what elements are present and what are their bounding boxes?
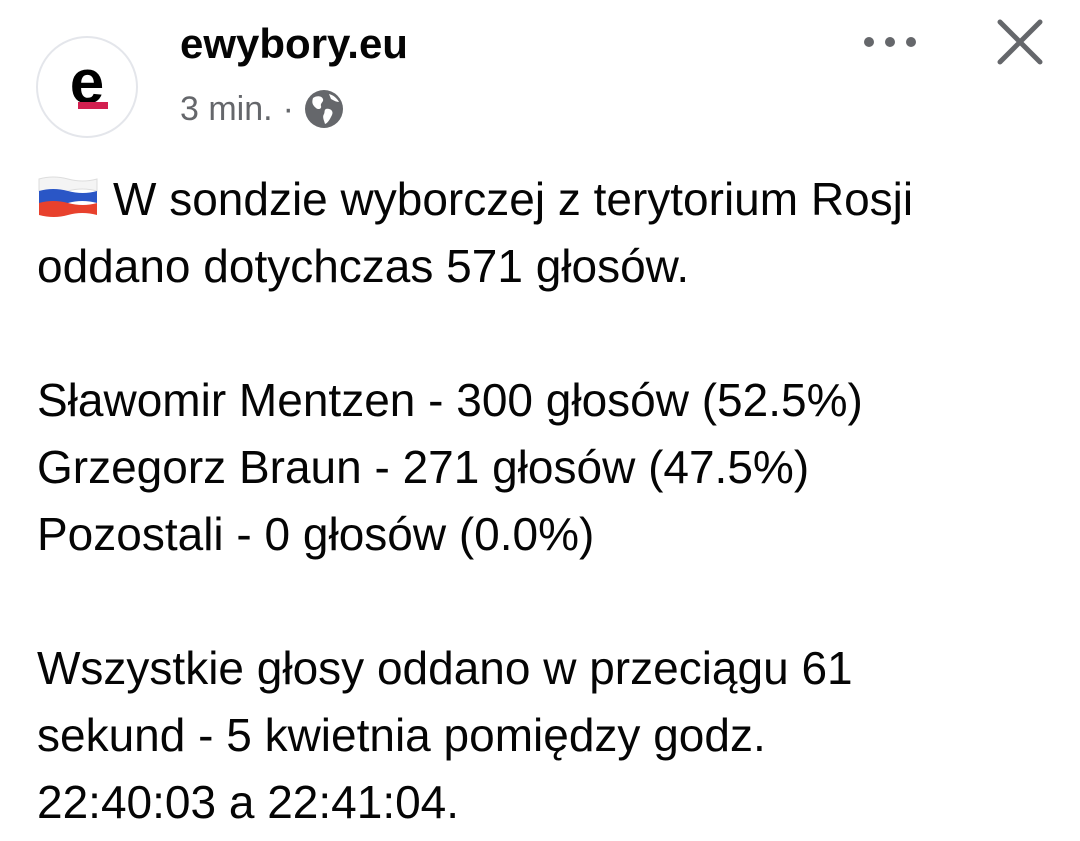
post-blank-line [37,300,913,367]
page-avatar[interactable]: e [36,36,138,138]
post-line: Pozostali - 0 głosów (0.0%) [37,501,913,568]
post-line: 22:40:03 a 22:41:04. [37,769,913,836]
post-meta: 3 min. · [180,88,344,130]
post-line-text: Wszystkie głosy oddano w przeciągu 61 [37,642,853,694]
post-line: oddano dotychczas 571 głosów. [37,233,913,300]
avatar-logo-bar [78,102,108,109]
post-line-text: oddano dotychczas 571 głosów. [37,240,690,292]
post-line: W sondzie wyborczej z terytorium Rosji [37,166,913,233]
post-timestamp[interactable]: 3 min. [180,90,273,128]
post-line: Grzegorz Braun - 271 głosów (47.5%) [37,434,913,501]
post-line: Sławomir Mentzen - 300 głosów (52.5%) [37,367,913,434]
post-line-text: W sondzie wyborczej z terytorium Rosji [113,173,914,225]
post-line-text: sekund - 5 kwietnia pomiędzy godz. [37,709,766,761]
meta-separator: · [282,90,294,128]
post-blank-line [37,568,913,635]
post-line-text: Pozostali - 0 głosów (0.0%) [37,508,595,560]
more-dots-icon[interactable] [858,24,922,60]
globe-icon [304,90,343,128]
post-line: sekund - 5 kwietnia pomiędzy godz. [37,702,913,769]
post-line-text: 22:40:03 a 22:41:04. [37,776,460,828]
post-line-text: Sławomir Mentzen - 300 głosów (52.5%) [37,374,863,426]
russia-flag-icon [38,176,98,217]
close-icon[interactable] [992,14,1048,70]
post-line-text: Grzegorz Braun - 271 głosów (47.5%) [37,441,810,493]
page-name[interactable]: ewybory.eu [180,20,408,67]
post-text: W sondzie wyborczej z terytorium Rosji od… [37,166,913,836]
post-line: Wszystkie głosy oddano w przeciągu 61 [37,635,913,702]
